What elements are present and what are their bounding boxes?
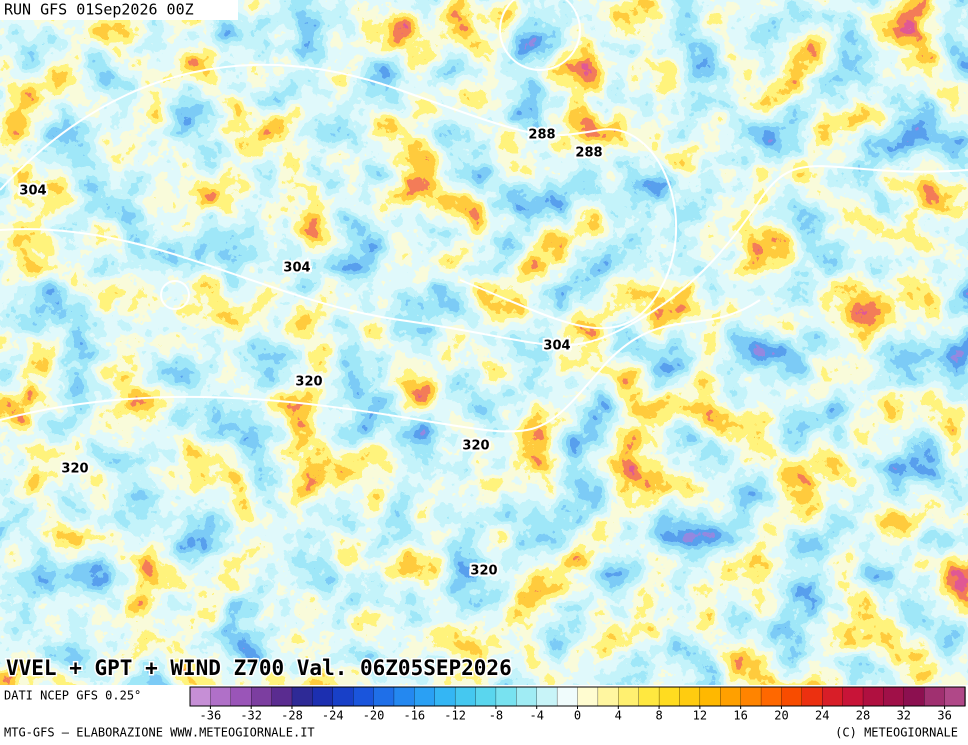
colorbar-cell <box>230 686 252 707</box>
colorbar-tick-label: -8 <box>489 709 503 723</box>
contour-line <box>0 63 677 330</box>
colorbar-cell <box>454 686 477 707</box>
colorbar-cell <box>393 686 415 707</box>
colorbar-tick-label: 24 <box>815 709 829 723</box>
colorbar-tick-label: 12 <box>693 709 707 723</box>
colorbar-cell <box>883 686 905 707</box>
contour-line <box>0 165 968 347</box>
colorbar-cell <box>312 686 334 707</box>
contour-label: 320 <box>462 439 489 454</box>
colorbar-cell <box>903 686 925 707</box>
colorbar-cell <box>699 686 721 707</box>
colorbar-cell <box>495 686 517 707</box>
colorbar-cell <box>842 686 864 707</box>
colorbar-tick-label: -12 <box>444 709 466 723</box>
contour-label: 288 <box>575 146 602 161</box>
colorbar-tick-label: -28 <box>281 709 303 723</box>
contour-line <box>499 0 581 71</box>
colorbar-cell <box>353 686 375 707</box>
contour-label: 304 <box>283 261 310 276</box>
colorbar-cell <box>516 686 538 707</box>
colorbar-tick-label: -16 <box>403 709 425 723</box>
colorbar-cell <box>189 686 212 707</box>
run-label: RUN GFS 01Sep2026 00Z <box>4 1 194 19</box>
colorbar-cell <box>944 686 966 707</box>
colorbar-tick-label: 8 <box>655 709 662 723</box>
colorbar-cell <box>251 686 273 707</box>
colorbar-cell <box>862 686 885 707</box>
colorbar-cell <box>740 686 762 707</box>
colorbar-cell <box>577 686 599 707</box>
colorbar-cell <box>924 686 946 707</box>
colorbar-cell <box>556 686 579 707</box>
source-label: DATI NCEP GFS 0.25° <box>4 689 141 703</box>
colorbar-tick-label: 20 <box>774 709 788 723</box>
colorbar-cell <box>373 686 395 707</box>
colorbar-tick-label: -36 <box>200 709 222 723</box>
colorbar-tick-label: -4 <box>529 709 543 723</box>
colorbar-cell <box>822 686 844 707</box>
colorbar-tick-label: 32 <box>897 709 911 723</box>
footer-left: MTG-GFS — ELABORAZIONE WWW.METEOGIORNALE… <box>4 726 315 740</box>
map-title: VVEL + GPT + WIND Z700 Val. 06Z05SEP2026 <box>6 656 512 680</box>
colorbar-cell <box>597 686 619 707</box>
colorbar-cell <box>291 686 314 707</box>
vvel-field <box>0 0 968 685</box>
colorbar-cell <box>658 686 681 707</box>
colorbar-cell <box>332 686 354 707</box>
colorbar-cell <box>536 686 558 707</box>
contour-label: 304 <box>19 184 46 199</box>
colorbar-tick-label: -24 <box>322 709 344 723</box>
colorbar-cell <box>618 686 640 707</box>
colorbar-cell <box>720 686 742 707</box>
colorbar-cell <box>679 686 701 707</box>
colorbar-cell <box>760 686 783 707</box>
contour-label: 320 <box>295 375 322 390</box>
header-box <box>0 0 238 20</box>
colorbar-cell <box>781 686 803 707</box>
colorbar-cell <box>801 686 823 707</box>
colorbar-tick-label: -20 <box>363 709 385 723</box>
colorbar-cell <box>271 686 293 707</box>
contour-label: 320 <box>470 564 497 579</box>
colorbar-tick-label: 36 <box>937 709 951 723</box>
contour-label: 304 <box>543 339 570 354</box>
contours <box>0 0 968 432</box>
colorbar-tick-label: 4 <box>615 709 622 723</box>
contour-line <box>0 299 761 433</box>
colorbar-cell <box>414 686 436 707</box>
colorbar-cell <box>210 686 232 707</box>
colorbar-cell <box>475 686 497 707</box>
contour-line <box>160 280 190 310</box>
contour-label: 320 <box>61 462 88 477</box>
colorbar-cell <box>434 686 456 707</box>
colorbar-tick-label: -32 <box>240 709 262 723</box>
colorbar-tick-label: 16 <box>733 709 747 723</box>
colorbar-cell <box>638 686 660 707</box>
contour-label: 288 <box>528 128 555 143</box>
colorbar-tick-label: 28 <box>856 709 870 723</box>
footer-right: (C) METEOGIORNALE <box>835 726 958 740</box>
colorbar-tick-label: 0 <box>574 709 581 723</box>
